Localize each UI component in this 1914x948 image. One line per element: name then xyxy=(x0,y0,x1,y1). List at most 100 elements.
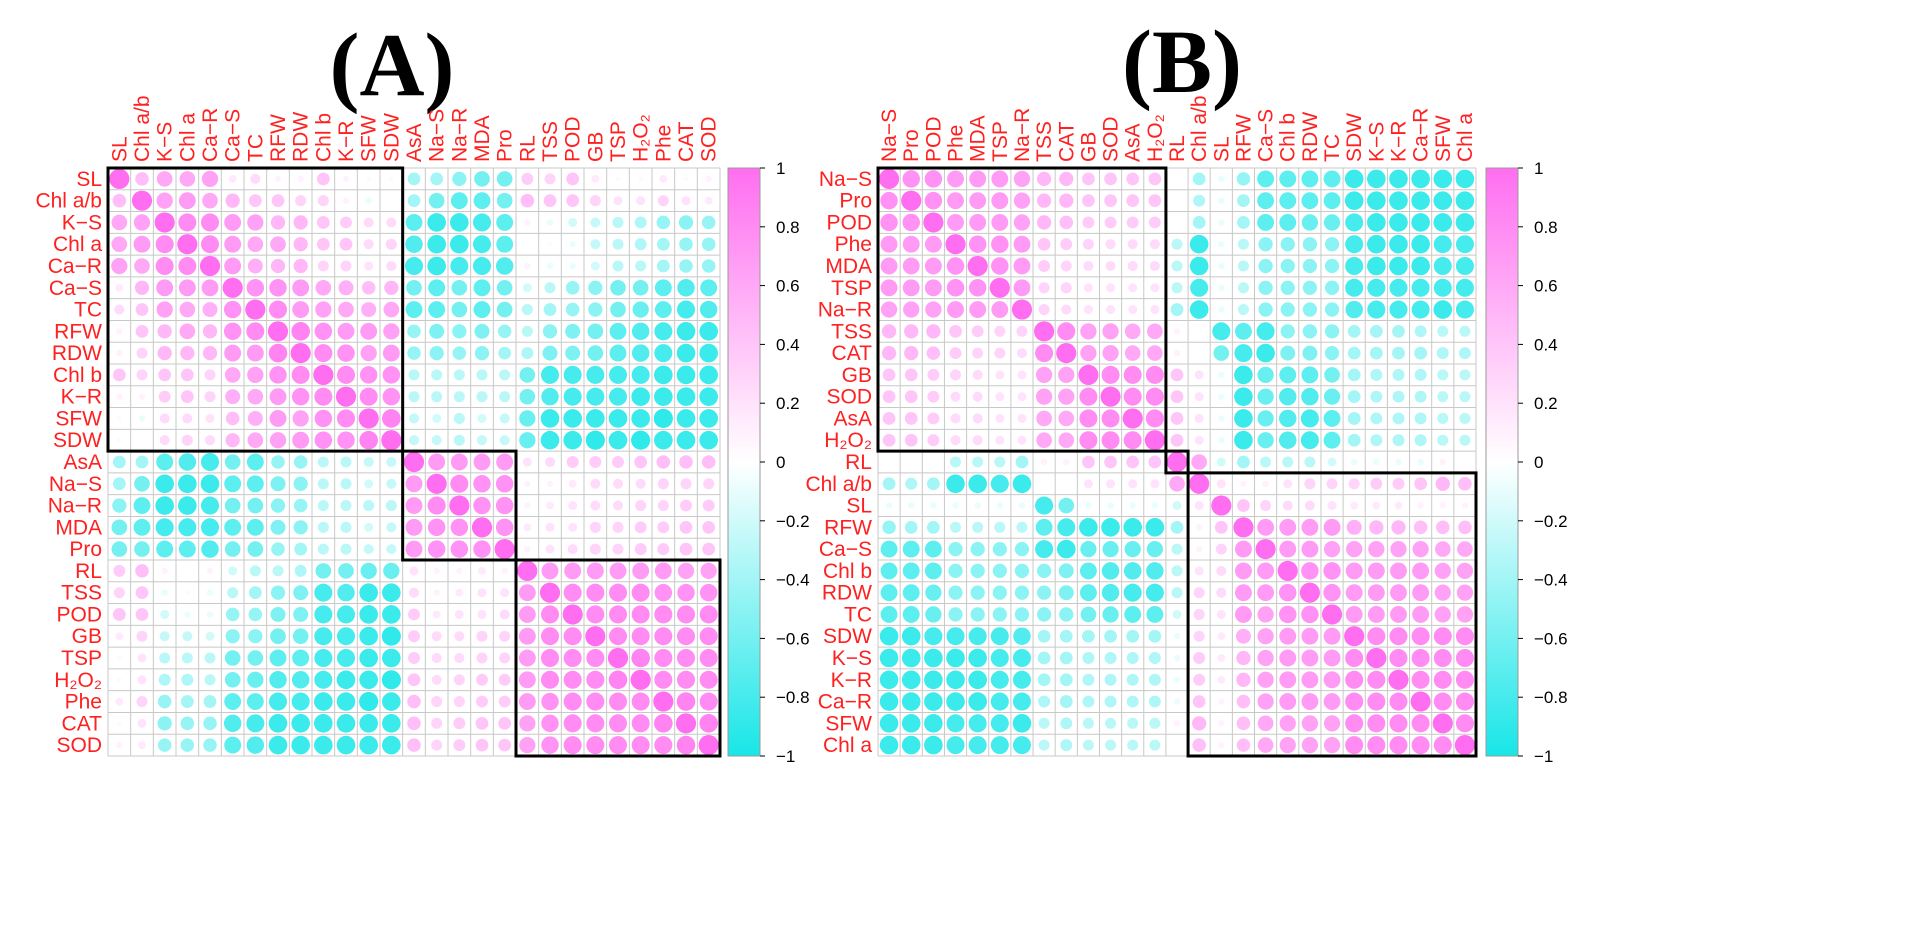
correlation-circle xyxy=(631,365,650,384)
correlation-circle xyxy=(1257,518,1275,536)
correlation-circle xyxy=(926,520,940,534)
column-label: RL xyxy=(1166,135,1189,162)
correlation-circle xyxy=(1257,192,1275,210)
correlation-circle xyxy=(1390,540,1407,558)
correlation-circle xyxy=(202,345,218,361)
colorbar-tick-label: 0.8 xyxy=(776,218,800,237)
correlation-circle xyxy=(902,235,920,253)
correlation-circle xyxy=(1038,739,1050,751)
correlation-circle xyxy=(700,562,717,580)
correlation-circle xyxy=(200,235,220,254)
correlation-circle xyxy=(972,413,983,424)
correlation-circle xyxy=(1257,628,1274,645)
correlation-circle xyxy=(314,627,333,646)
correlation-circle xyxy=(383,301,400,318)
correlation-circle xyxy=(157,345,172,361)
grid xyxy=(877,167,1477,757)
correlation-circle xyxy=(1345,278,1364,297)
correlation-circle xyxy=(631,627,650,646)
correlation-circle xyxy=(1101,365,1120,384)
correlation-circle xyxy=(429,323,445,339)
correlation-circle xyxy=(381,670,401,690)
correlation-circle xyxy=(1389,213,1408,232)
correlation-circle xyxy=(364,522,374,532)
correlation-circle xyxy=(1234,409,1253,428)
correlation-circle xyxy=(927,412,940,425)
column-label: MDA xyxy=(967,115,990,162)
correlation-circle xyxy=(180,695,194,708)
correlation-circle xyxy=(202,324,218,339)
column-label: MDA xyxy=(471,115,494,162)
row-label: Chl a/b xyxy=(35,190,102,213)
correlation-circle xyxy=(359,583,378,602)
correlation-circle xyxy=(358,408,379,429)
row-label: SL xyxy=(76,168,102,191)
correlation-circle xyxy=(1126,455,1140,469)
correlation-circle xyxy=(292,301,310,318)
correlation-circle xyxy=(563,627,582,646)
correlation-circle xyxy=(1279,583,1297,602)
correlation-circle xyxy=(1017,370,1027,380)
correlation-circle xyxy=(228,566,238,576)
correlation-circle xyxy=(518,693,536,710)
correlation-circle xyxy=(117,416,122,421)
correlation-circle xyxy=(115,283,124,292)
correlation-circle xyxy=(385,238,397,250)
correlation-circle xyxy=(112,608,126,621)
correlation-circle xyxy=(179,301,196,318)
correlation-circle xyxy=(199,255,221,277)
correlation-circle xyxy=(294,542,308,556)
correlation-circle xyxy=(995,435,1005,445)
correlation-circle xyxy=(566,194,580,208)
correlation-circle xyxy=(427,540,446,558)
correlation-circle xyxy=(382,387,401,406)
correlation-circle xyxy=(632,301,649,318)
correlation-circle xyxy=(519,410,536,427)
correlation-circle xyxy=(431,739,443,751)
correlation-circle xyxy=(1279,627,1297,645)
correlation-circle xyxy=(112,477,126,491)
correlation-circle xyxy=(456,567,463,575)
correlation-circle xyxy=(1035,518,1053,536)
correlation-circle xyxy=(1433,670,1452,689)
correlation-circle xyxy=(1237,304,1249,316)
correlation-circle xyxy=(340,456,352,468)
correlation-circle xyxy=(680,499,692,512)
correlation-circle xyxy=(267,321,289,342)
column-label: SL xyxy=(108,136,131,162)
correlation-circle xyxy=(1345,670,1364,689)
correlation-circle xyxy=(1080,540,1097,558)
correlation-circle xyxy=(631,736,650,755)
correlation-circle xyxy=(1345,300,1363,319)
correlation-circle xyxy=(427,496,446,515)
correlation-circle xyxy=(677,583,695,602)
correlation-circle xyxy=(154,212,175,233)
row-label: Chl a xyxy=(53,233,102,256)
correlation-circle xyxy=(1279,671,1297,689)
correlation-circle xyxy=(1189,256,1209,276)
correlation-circle xyxy=(1040,458,1048,466)
correlation-circle xyxy=(881,345,897,361)
correlation-circle xyxy=(1301,736,1319,754)
correlation-circle xyxy=(1193,630,1205,642)
correlation-circle xyxy=(1370,412,1383,425)
correlation-circle xyxy=(1218,741,1225,749)
correlation-circle xyxy=(270,519,286,535)
correlation-circle xyxy=(1370,477,1383,490)
correlation-circle xyxy=(1324,237,1340,252)
correlation-circle xyxy=(474,171,490,187)
correlation-circle xyxy=(992,607,1007,622)
correlation-circle xyxy=(297,175,304,183)
correlation-circle xyxy=(568,479,577,488)
correlation-circle xyxy=(1459,391,1471,403)
correlation-circle xyxy=(384,280,399,295)
correlation-circle xyxy=(405,497,423,514)
correlation-circle xyxy=(1301,540,1319,558)
correlation-circle xyxy=(1014,541,1030,557)
correlation-circle xyxy=(180,390,194,404)
correlation-circle xyxy=(383,562,400,580)
correlation-circle xyxy=(948,563,963,579)
correlation-circle xyxy=(609,562,627,580)
correlation-circle xyxy=(361,281,376,295)
correlation-circle xyxy=(1123,583,1142,602)
